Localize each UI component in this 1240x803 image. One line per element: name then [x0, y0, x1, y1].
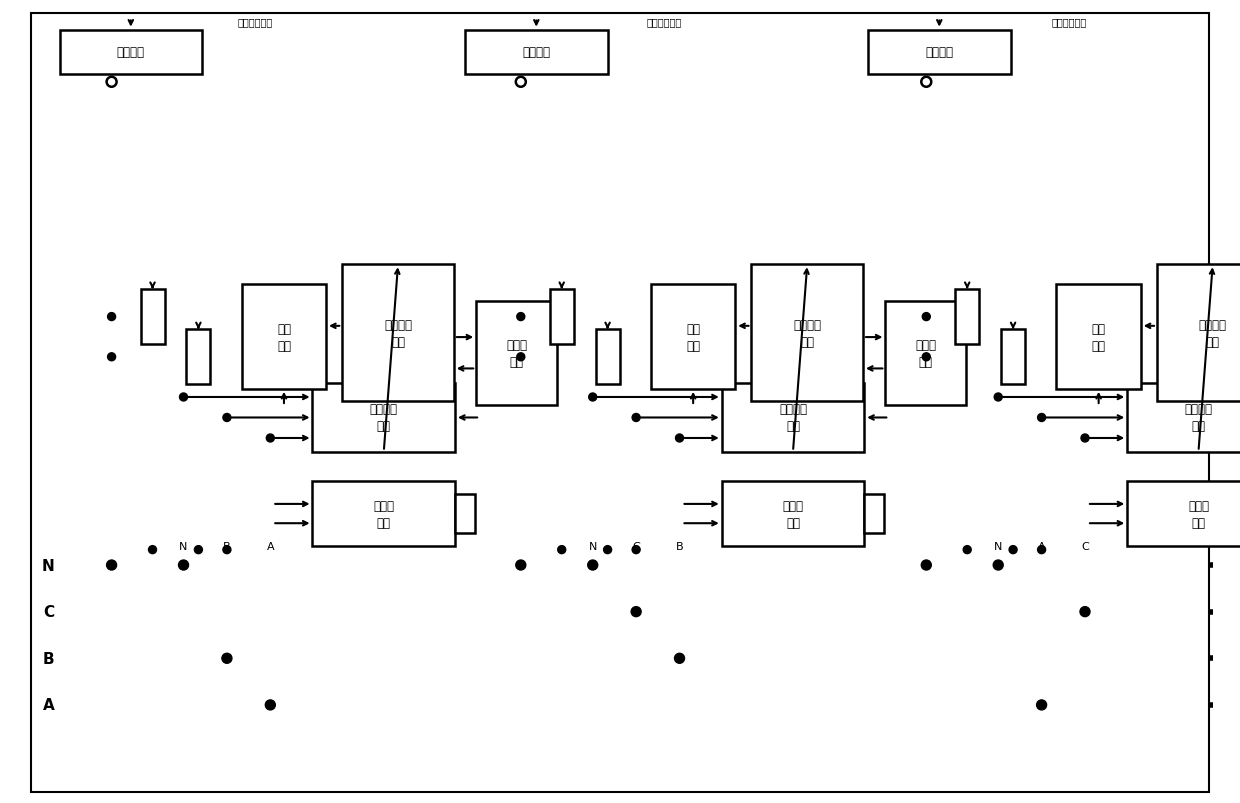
Circle shape [923, 313, 930, 321]
Bar [242, 285, 326, 389]
Circle shape [921, 560, 931, 570]
Circle shape [1037, 700, 1047, 710]
Text: B: B [223, 541, 231, 551]
Text: 智能控制
模块: 智能控制 模块 [794, 318, 821, 349]
Circle shape [179, 560, 188, 570]
Text: 三路取样
模块: 三路取样 模块 [1184, 403, 1213, 433]
Bar [595, 330, 620, 385]
Text: 双电源
模块: 双电源 模块 [373, 499, 394, 529]
Text: 三路取样
模块: 三路取样 模块 [370, 403, 398, 433]
Bar [312, 384, 455, 452]
Text: 用户负荷: 用户负荷 [925, 46, 954, 59]
Text: N: N [589, 541, 596, 551]
Bar [651, 285, 735, 389]
Text: 电流反馈信号: 电流反馈信号 [646, 18, 682, 27]
Circle shape [108, 353, 115, 361]
Circle shape [963, 546, 971, 554]
Circle shape [222, 654, 232, 663]
Text: 电流反馈信号: 电流反馈信号 [1052, 18, 1087, 27]
Bar [864, 495, 884, 533]
Circle shape [1081, 434, 1089, 442]
Text: A: A [42, 698, 55, 712]
Text: N: N [180, 541, 187, 551]
Circle shape [588, 560, 598, 570]
Circle shape [180, 393, 187, 402]
Text: 驱动
模块: 驱动 模块 [686, 322, 701, 353]
Text: 电流反馈信号: 电流反馈信号 [237, 18, 273, 27]
Circle shape [994, 393, 1002, 402]
Bar [722, 384, 864, 452]
Bar [955, 290, 980, 344]
Text: N: N [41, 558, 55, 573]
Text: 物联网
模块: 物联网 模块 [506, 338, 527, 369]
Bar [722, 482, 864, 546]
Text: B: B [42, 651, 55, 666]
Circle shape [604, 546, 611, 554]
Circle shape [517, 313, 525, 321]
Circle shape [675, 654, 684, 663]
Text: 驱动
模块: 驱动 模块 [277, 322, 291, 353]
Circle shape [107, 78, 117, 88]
Circle shape [1080, 607, 1090, 617]
Bar [476, 301, 557, 406]
Text: N: N [994, 541, 1002, 551]
Circle shape [589, 393, 596, 402]
Circle shape [921, 78, 931, 88]
Circle shape [676, 434, 683, 442]
Text: A: A [267, 541, 274, 551]
Bar [60, 31, 202, 75]
Text: 智能控制
模块: 智能控制 模块 [384, 318, 412, 349]
Bar [549, 290, 574, 344]
Text: 智能控制
模块: 智能控制 模块 [1199, 318, 1226, 349]
Circle shape [1038, 546, 1045, 554]
Bar [1157, 265, 1240, 402]
Circle shape [923, 353, 930, 361]
Circle shape [631, 607, 641, 617]
Text: 三路取样
模块: 三路取样 模块 [779, 403, 807, 433]
Circle shape [632, 546, 640, 554]
Text: 用户负荷: 用户负荷 [117, 46, 145, 59]
Bar [868, 31, 1011, 75]
Bar [1056, 285, 1141, 389]
Bar [1001, 330, 1025, 385]
Circle shape [265, 700, 275, 710]
Circle shape [107, 560, 117, 570]
Text: 用户负荷: 用户负荷 [522, 46, 551, 59]
Circle shape [993, 560, 1003, 570]
Circle shape [149, 546, 156, 554]
Circle shape [1038, 414, 1045, 422]
Circle shape [108, 313, 115, 321]
Circle shape [223, 546, 231, 554]
Text: 驱动
模块: 驱动 模块 [1091, 322, 1106, 353]
Circle shape [267, 434, 274, 442]
Bar [1127, 384, 1240, 452]
Text: 双电源
模块: 双电源 模块 [782, 499, 804, 529]
Text: A: A [1038, 541, 1045, 551]
Bar [1127, 482, 1240, 546]
Text: C: C [632, 541, 640, 551]
Bar [465, 31, 608, 75]
Bar [751, 265, 863, 402]
Circle shape [195, 546, 202, 554]
Bar [885, 301, 966, 406]
Bar [342, 265, 454, 402]
Text: B: B [676, 541, 683, 551]
Circle shape [516, 78, 526, 88]
Bar [186, 330, 211, 385]
Circle shape [223, 414, 231, 422]
Circle shape [632, 414, 640, 422]
Circle shape [516, 560, 526, 570]
Bar [312, 482, 455, 546]
Circle shape [517, 353, 525, 361]
Circle shape [558, 546, 565, 554]
Text: 物联网
模块: 物联网 模块 [915, 338, 936, 369]
Text: C: C [1081, 541, 1089, 551]
Circle shape [1009, 546, 1017, 554]
Bar [455, 495, 475, 533]
Text: C: C [43, 605, 55, 619]
Text: 双电源
模块: 双电源 模块 [1188, 499, 1209, 529]
Bar [140, 290, 165, 344]
